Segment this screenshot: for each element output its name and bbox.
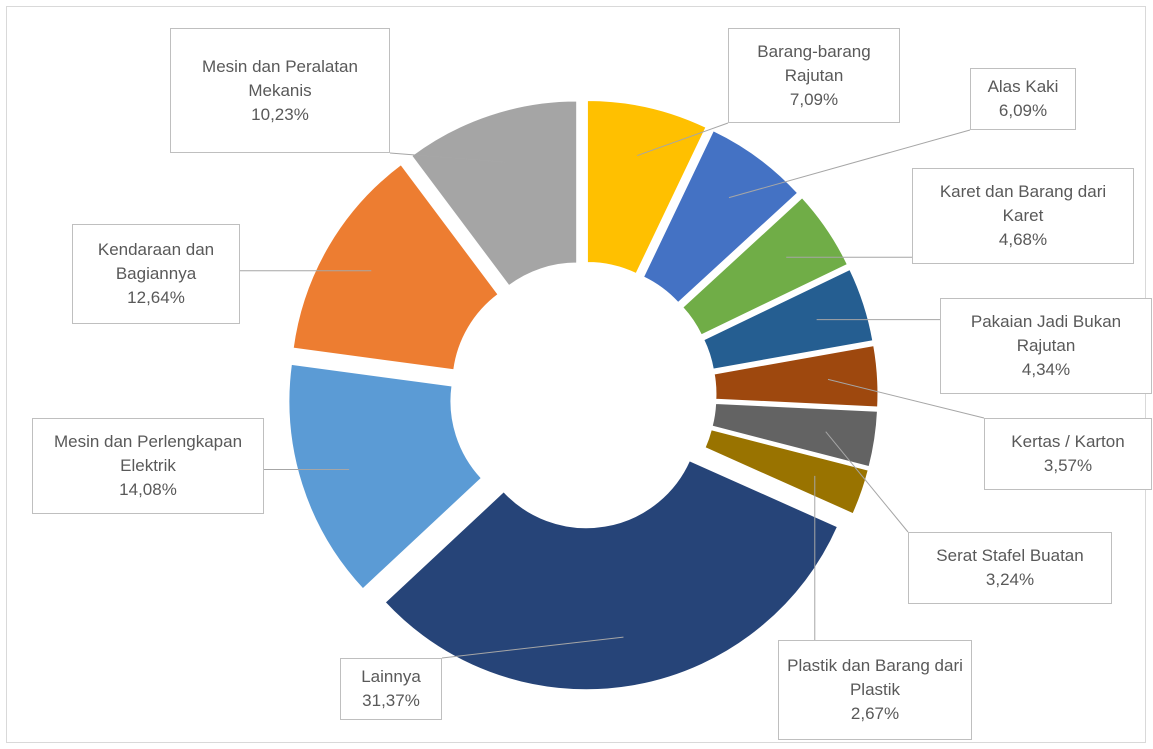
data-label: Lainnya 31,37% [340, 658, 442, 720]
value-label: 7,09% [789, 89, 839, 109]
donut-slice [586, 99, 707, 275]
donut-slice [292, 164, 499, 371]
leader-line [728, 129, 971, 199]
data-label: Mesin dan Perlengkapan Elektrik 14,08% [32, 418, 264, 514]
category-label: Mesin dan Peralatan Mekanis [202, 56, 358, 100]
data-label: Kertas / Karton 3,57% [984, 418, 1152, 490]
donut-slice [411, 100, 578, 287]
category-label: Serat Stafel Buatan [936, 546, 1084, 565]
donut-slice [384, 460, 839, 691]
donut-slice [642, 130, 799, 304]
category-label: Mesin dan Perlengkapan Elektrik [53, 432, 243, 475]
data-label: Karet dan Barang dari Karet 4,68% [912, 168, 1134, 264]
value-label: 4,68% [998, 230, 1048, 249]
category-label: Alas Kaki [987, 77, 1059, 96]
category-label: Barang-barang Rajutan [757, 41, 871, 85]
leader-line [637, 122, 729, 157]
category-label: Kertas / Karton [1011, 432, 1125, 451]
value-label: 3,57% [1043, 456, 1093, 475]
data-label: Plastik dan Barang dari Plastik 2,67% [778, 640, 972, 740]
data-label: Mesin dan Peralatan Mekanis 10,23% [170, 28, 390, 153]
category-label: Pakaian Jadi Bukan Rajutan [970, 312, 1122, 355]
value-label: 31,37% [362, 691, 420, 710]
value-label: 14,08% [119, 480, 177, 499]
data-label: Serat Stafel Buatan 3,24% [908, 532, 1112, 604]
donut-slice [713, 345, 879, 408]
leader-line [827, 378, 985, 419]
donut-slice [682, 197, 849, 336]
category-label: Kendaraan dan Bagiannya [97, 240, 215, 283]
leader-line [389, 152, 506, 163]
donut-slice [704, 429, 869, 515]
category-label: Plastik dan Barang dari Plastik [787, 656, 963, 699]
data-label: Alas Kaki 6,09% [970, 68, 1076, 130]
value-label: 2,67% [850, 704, 900, 723]
data-label: Kendaraan dan Bagiannya 12,64% [72, 224, 240, 324]
value-label: 4,34% [1021, 360, 1071, 379]
value-label: 6,09% [998, 101, 1048, 120]
value-label: 12,64% [127, 288, 185, 307]
data-label: Pakaian Jadi Bukan Rajutan 4,34% [940, 298, 1152, 394]
donut-slice [711, 402, 878, 468]
donut-slice [703, 268, 874, 370]
category-label: Karet dan Barang dari Karet [939, 182, 1107, 225]
category-label: Lainnya [361, 667, 421, 686]
leader-line [825, 431, 909, 533]
leader-line [441, 636, 624, 659]
value-label: 10,23% [251, 104, 309, 124]
data-label: Barang-barang Rajutan 7,09% [728, 28, 900, 123]
donut-slice [288, 363, 483, 590]
value-label: 3,24% [985, 570, 1035, 589]
